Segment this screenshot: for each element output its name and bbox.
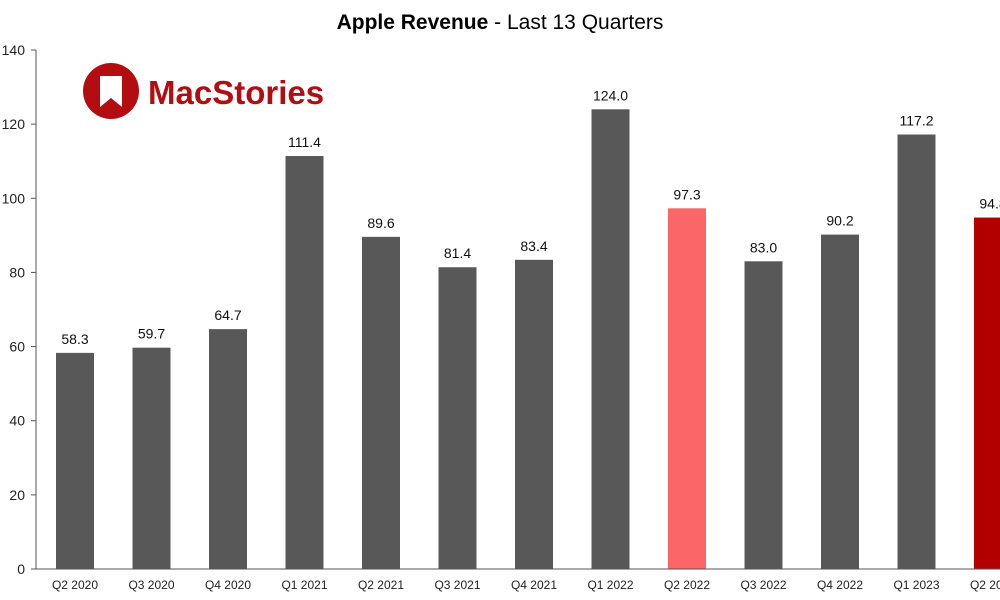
- y-tick-label: 20: [9, 487, 25, 503]
- bar: [974, 217, 1000, 569]
- x-axis: Q2 2020 Q3 2020 Q4 2020 Q1 2021 Q2 2021 Q3 20…: [36, 568, 1000, 592]
- y-axis: 0 20 40 60 80 100 120 140: [2, 42, 37, 577]
- bar: [821, 234, 859, 569]
- bar: [438, 267, 477, 569]
- data-label: 117.2: [900, 113, 934, 129]
- y-tick-label: 40: [9, 413, 25, 429]
- logo-wordmark: MacStories: [148, 74, 324, 111]
- bars-group: 58.3 59.7 64.7 111.4 89.6 81.4 83.4 124.0 97.3 83…: [56, 87, 1000, 570]
- chart-title: Apple Revenue - Last 13 Quarters: [337, 11, 664, 34]
- macstories-logo: MacStories: [83, 63, 324, 119]
- bar: [897, 134, 936, 569]
- x-tick-label: Q4 2021: [511, 578, 557, 592]
- bar: [56, 352, 94, 569]
- chart-title-rest: - Last 13 Quarters: [488, 11, 663, 34]
- data-label: 58.3: [61, 331, 88, 347]
- chart-title-bold: Apple Revenue: [337, 11, 489, 34]
- data-label: 59.7: [138, 326, 165, 342]
- y-tick-label: 100: [2, 190, 26, 206]
- x-tick-label: Q2 2023: [970, 578, 1000, 592]
- data-label: 83.4: [520, 238, 547, 254]
- x-tick-label: Q2 2022: [664, 578, 710, 592]
- x-tick-label: Q2 2020: [52, 578, 98, 592]
- bar: [209, 329, 247, 569]
- bar: [132, 347, 171, 569]
- data-label: 111.4: [288, 134, 321, 150]
- x-tick-label: Q2 2021: [358, 578, 404, 592]
- data-label: 64.7: [214, 307, 241, 323]
- data-label: 94.8: [979, 196, 1000, 212]
- x-tick-label: Q3 2021: [434, 578, 480, 592]
- bar: [591, 109, 630, 570]
- x-tick-label: Q4 2022: [817, 578, 863, 592]
- x-tick-label: Q1 2023: [893, 578, 939, 592]
- x-tick-label: Q4 2020: [205, 578, 251, 592]
- x-tick-label: Q1 2021: [281, 578, 327, 592]
- y-tick-label: 140: [2, 42, 26, 58]
- bookmark-icon: [100, 76, 122, 107]
- y-tick-label: 0: [17, 561, 25, 577]
- bar: [515, 259, 553, 569]
- bar: [362, 236, 400, 569]
- data-label: 81.4: [444, 245, 471, 261]
- data-label: 124.0: [593, 87, 628, 103]
- bar: [744, 261, 783, 569]
- x-tick-label: Q1 2022: [587, 578, 633, 592]
- data-label: 83.0: [750, 239, 777, 255]
- x-tick-label: Q3 2022: [740, 578, 786, 592]
- data-label: 89.6: [367, 215, 394, 231]
- bar: [668, 208, 706, 570]
- bar: [285, 156, 324, 569]
- data-label: 97.3: [673, 186, 700, 202]
- data-label: 90.2: [826, 213, 853, 229]
- y-tick-label: 120: [2, 116, 26, 132]
- y-tick-label: 60: [9, 339, 25, 355]
- x-tick-label: Q3 2020: [128, 578, 174, 592]
- y-tick-label: 80: [9, 264, 25, 280]
